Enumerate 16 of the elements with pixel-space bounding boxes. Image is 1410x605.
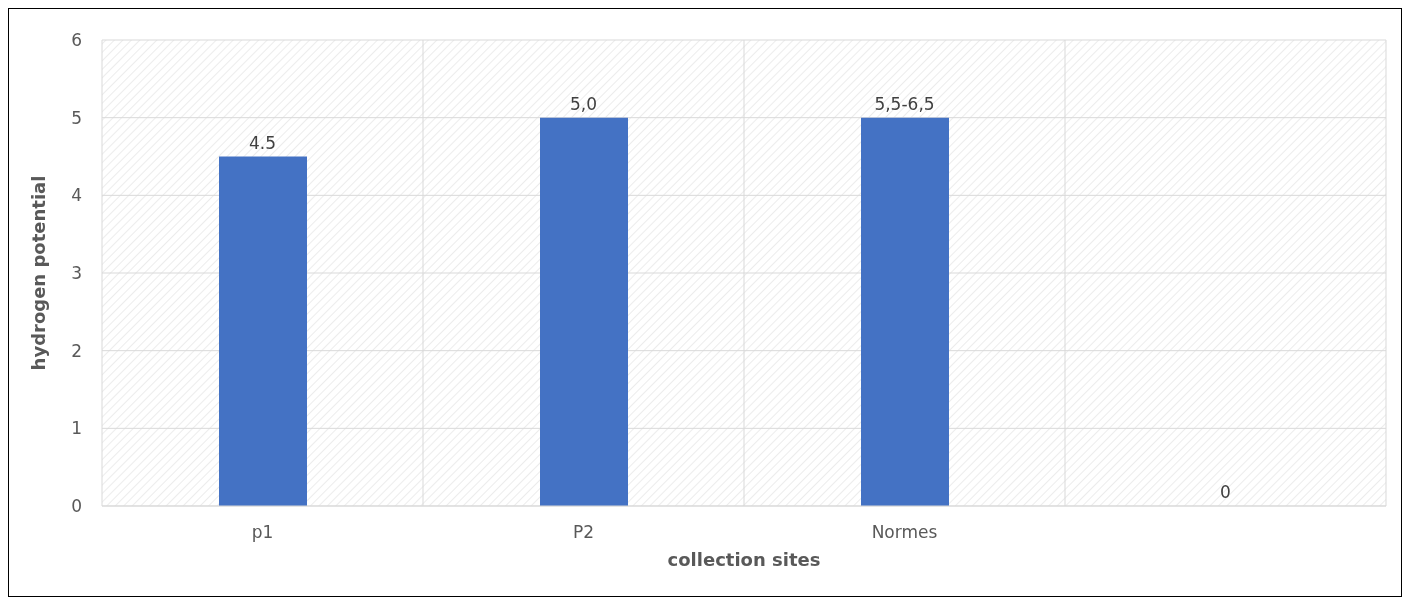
data-label: 0 — [1220, 482, 1231, 502]
y-tick-label: 6 — [71, 30, 82, 51]
x-tick-label: p1 — [251, 522, 274, 543]
x-tick-label: Normes — [871, 522, 938, 543]
y-tick-label: 0 — [71, 496, 82, 517]
x-tick-label: P2 — [572, 522, 595, 543]
y-tick-label: 1 — [71, 418, 82, 439]
data-label: 5,5-6,5 — [874, 93, 935, 114]
y-tick-label: 3 — [71, 263, 82, 284]
y-tick-label: 4 — [71, 185, 82, 206]
y-axis-title: hydrogen potential — [28, 175, 50, 371]
data-label: 4.5 — [248, 132, 277, 153]
x-axis-title: collection sites — [667, 549, 821, 570]
y-tick-label: 5 — [71, 107, 82, 128]
data-label: 5,0 — [569, 93, 598, 114]
y-tick-label: 2 — [71, 340, 82, 361]
